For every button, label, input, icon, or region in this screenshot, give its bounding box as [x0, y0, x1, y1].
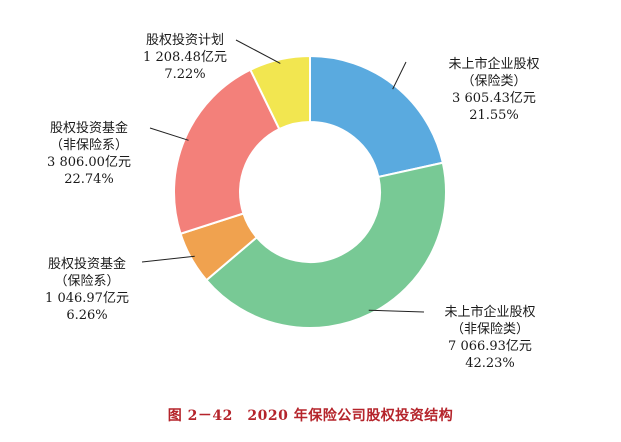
slice-label-line1: 股权投资计划	[145, 33, 224, 48]
slice-label-unlisted-insurance: 未上市企业股权 （保险类） 3 605.43亿元 21.55%	[448, 56, 539, 124]
slice-label-percent: 21.55%	[469, 108, 519, 123]
slice-label-unlisted-noninsurance: 未上市企业股权 （非保险类） 7 066.93亿元 42.23%	[444, 304, 535, 372]
slice-label-line2: （非保险类）	[450, 322, 530, 337]
slice-label-line1: 未上市企业股权	[448, 57, 540, 72]
leader-line-unlisted-noninsurance	[368, 309, 425, 313]
slice-label-value: 3 806.00亿元	[47, 155, 131, 170]
slice-fund-noninsurance	[173, 68, 281, 236]
slice-label-value: 7 066.93亿元	[448, 339, 532, 354]
slice-label-line1: 未上市企业股权	[444, 305, 536, 320]
slice-label-line2: （保险系）	[54, 274, 120, 289]
slice-label-line2: （保险类）	[461, 74, 527, 89]
slice-label-value: 1 208.48亿元	[143, 50, 227, 65]
chart-title: 图 2－42 2020 年保险公司股权投资结构	[167, 408, 454, 424]
leader-line-fund-insurance	[141, 255, 195, 263]
leader-line-fund-noninsurance	[149, 127, 189, 141]
slice-label-line1: 股权投资基金	[49, 121, 128, 136]
slice-label-fund-noninsurance: 股权投资基金 （非保险系） 3 806.00亿元 22.74%	[47, 120, 131, 188]
slice-label-percent: 7.22%	[164, 67, 206, 82]
slice-label-line2: （非保险系）	[49, 138, 128, 153]
slice-label-investment-plan: 股权投资计划 1 208.48亿元 7.22%	[143, 32, 227, 83]
slice-label-percent: 22.74%	[64, 172, 114, 187]
slice-unlisted-insurance	[309, 54, 445, 179]
slice-label-value: 1 046.97亿元	[45, 291, 129, 306]
leader-line-unlisted-insurance	[392, 61, 407, 90]
leader-line-investment-plan	[235, 39, 281, 64]
slice-label-fund-insurance: 股权投资基金 （保险系） 1 046.97亿元 6.26%	[45, 256, 129, 324]
slice-unlisted-noninsurance	[205, 161, 447, 329]
slice-label-value: 3 605.43亿元	[452, 91, 536, 106]
slice-investment-plan	[249, 54, 311, 131]
slice-label-percent: 42.23%	[465, 356, 515, 371]
slice-label-line1: 股权投资基金	[47, 257, 126, 272]
slice-label-percent: 6.26%	[66, 308, 108, 323]
